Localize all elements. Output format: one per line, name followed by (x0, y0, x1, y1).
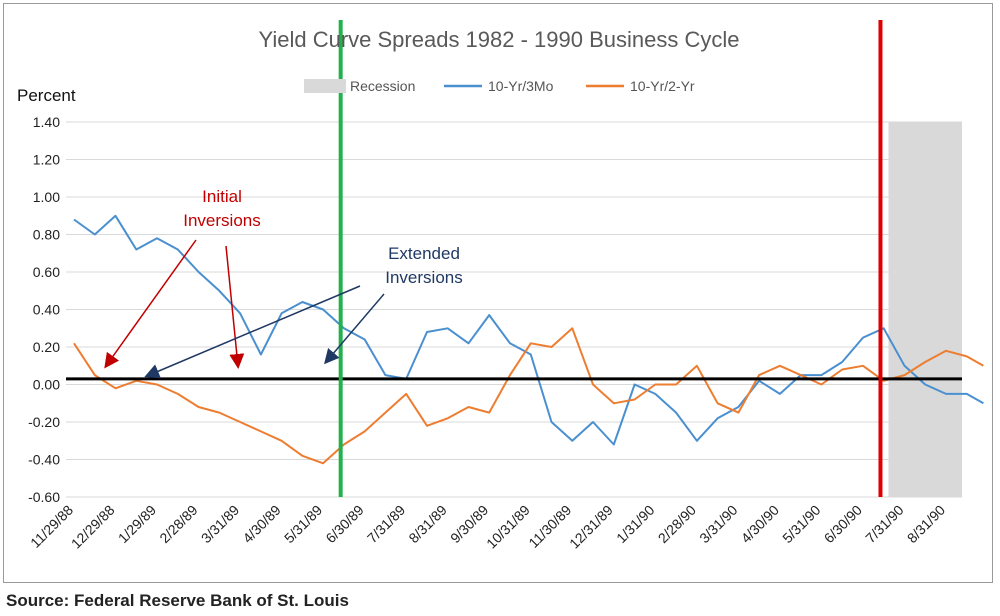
y-tick-label: 1.40 (33, 114, 60, 130)
x-tick-label: 5/31/89 (281, 502, 325, 546)
x-tick-label: 7/31/90 (862, 502, 906, 546)
arrow-extended-1 (144, 285, 361, 379)
x-tick-label: 12/29/88 (68, 502, 118, 552)
y-tick-label: -0.60 (28, 489, 60, 505)
annotation-initial-inversions: Initial Inversions (183, 187, 260, 230)
plot-area: 1.40 1.20 1.00 0.80 0.60 0.40 0.20 0.00 -0.20 -0.… (27, 20, 984, 552)
chart-title: Yield Curve Spreads 1982 - 1990 Business… (258, 27, 739, 52)
series-line-10yr-2yr (73, 327, 984, 465)
x-tick-label: 8/31/90 (904, 502, 948, 546)
arrow-initial-2 (225, 245, 245, 369)
y-tick-label: 1.20 (33, 152, 60, 168)
x-tick-label: 4/30/90 (738, 502, 782, 546)
x-tick-label: 12/31/89 (566, 502, 616, 552)
x-tick-label: 11/30/89 (525, 502, 574, 551)
x-tick-label: 2/28/90 (655, 502, 699, 546)
legend-10yr-3mo-label: 10-Yr/3Mo (488, 78, 554, 94)
x-tick-label: 5/31/90 (779, 502, 823, 546)
x-tick-label: 3/31/90 (696, 502, 740, 546)
series-line-10yr-3mo (73, 214, 984, 446)
x-tick-label: 1/31/90 (613, 502, 657, 546)
y-tick-label: 0.80 (33, 227, 60, 243)
y-tick-label: 0.60 (33, 264, 60, 280)
legend-10yr-2yr-label: 10-Yr/2-Yr (630, 78, 695, 94)
x-tick-label: 1/29/89 (115, 502, 159, 546)
legend-recession-swatch (304, 79, 346, 93)
y-tick-label: 0.20 (33, 339, 60, 355)
y-tick-label: 0.00 (33, 377, 60, 393)
x-tick-label: 11/29/88 (27, 502, 76, 551)
source-note: Source: Federal Reserve Bank of St. Loui… (6, 591, 349, 610)
x-tick-label: 6/30/89 (322, 502, 366, 546)
y-tick-label: -0.40 (28, 452, 60, 468)
y-axis-label: Percent (17, 86, 76, 105)
y-tick-label: -0.20 (28, 414, 60, 430)
x-tick-label: 10/31/89 (483, 502, 533, 552)
legend: Recession 10-Yr/3Mo 10-Yr/2-Yr (304, 78, 695, 94)
x-tick-label: 3/31/89 (198, 502, 242, 546)
y-tick-label: 1.00 (33, 189, 60, 205)
chart-canvas: 1.40 1.20 1.00 0.80 0.60 0.40 0.20 0.00 -0.20 -0.… (17, 20, 984, 552)
x-tick-label: 6/30/90 (821, 502, 865, 546)
arrow-extended-2 (324, 293, 385, 365)
x-tick-label: 2/28/89 (156, 502, 200, 546)
annotation-extended-inversions: Extended Inversions (385, 244, 462, 287)
x-tick-label: 7/31/89 (364, 502, 408, 546)
x-tick-label: 4/30/89 (239, 502, 283, 546)
legend-recession-label: Recession (350, 78, 415, 94)
arrow-initial-1 (104, 239, 197, 369)
x-tick-label: 8/31/89 (405, 502, 449, 546)
chart-frame: 1.40 1.20 1.00 0.80 0.60 0.40 0.20 0.00 -0.20 -0.… (3, 3, 993, 583)
y-tick-label: 0.40 (33, 302, 60, 318)
